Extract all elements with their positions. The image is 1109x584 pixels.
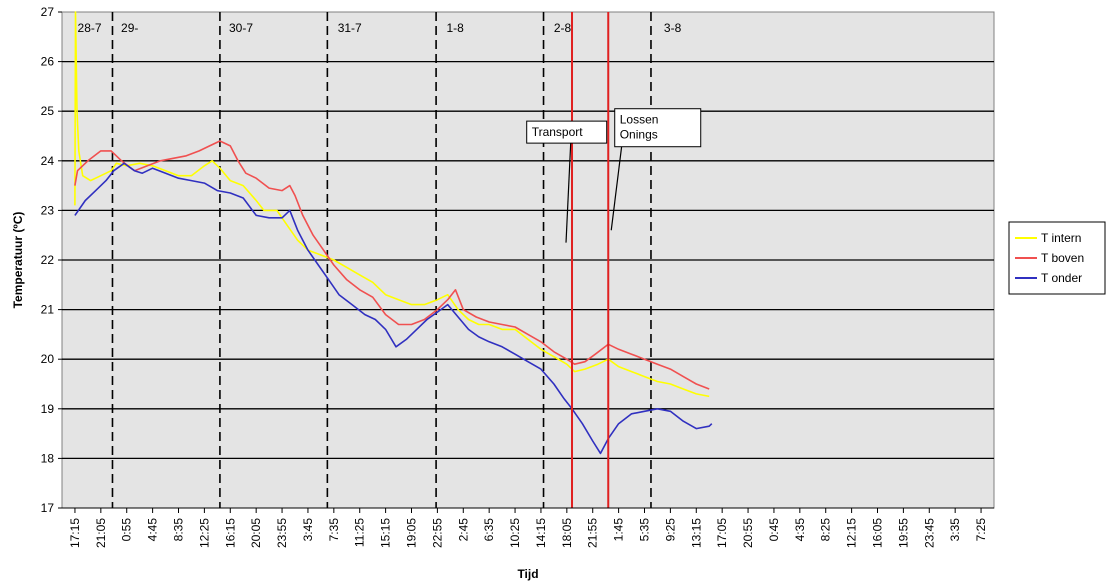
series-line-t-onder	[74, 162, 713, 455]
series-lines	[74, 11, 713, 455]
series-line-t-boven	[74, 140, 710, 390]
x-tick-label: 10:25	[508, 518, 522, 548]
annotation-leader-line	[610, 146, 623, 231]
x-tick-label: 23:45	[922, 518, 936, 548]
x-tick-label: 1:45	[612, 518, 626, 542]
x-tick-label: 3:35	[948, 518, 962, 542]
x-tick-label: 21:55	[586, 518, 600, 548]
x-tick-label: 4:35	[793, 518, 807, 542]
x-tick-label: 6:35	[482, 518, 496, 542]
x-tick-label: 12:25	[197, 518, 211, 548]
series-line-t-intern	[74, 11, 710, 398]
day-label: 30-7	[229, 21, 253, 35]
x-tick-label: 0:45	[767, 518, 781, 542]
y-tick-label: 27	[41, 5, 55, 19]
y-tick-label: 22	[41, 253, 55, 267]
y-tick-label: 21	[41, 303, 55, 317]
x-tick-label: 19:05	[405, 518, 419, 548]
y-axis-title: Temperatuur (ºC)	[11, 212, 25, 309]
x-tick-label: 4:45	[146, 518, 160, 542]
x-axis-title: Tijd	[517, 567, 538, 581]
annotation-text: Transport	[532, 125, 584, 139]
x-tick-label: 22:55	[430, 518, 444, 548]
x-tick-label: 18:05	[560, 518, 574, 548]
day-label: 29-	[121, 21, 138, 35]
x-tick-label: 17:15	[68, 518, 82, 548]
y-axis-ticks: 17 18 19 20 21 22 23 24 25 26 27	[41, 5, 62, 515]
annotation-box	[526, 120, 608, 144]
x-tick-label: 16:15	[223, 518, 237, 548]
day-label: 1-8	[446, 21, 464, 35]
x-tick-label: 8:35	[172, 518, 186, 542]
x-tick-label: 14:15	[534, 518, 548, 548]
x-tick-label: 12:15	[845, 518, 859, 548]
x-tick-label: 7:35	[327, 518, 341, 542]
x-tick-label: 21:05	[94, 518, 108, 548]
x-tick-label: 0:55	[120, 518, 134, 542]
day-boundary-lines	[111, 12, 652, 508]
legend: T intern T boven T onder	[1008, 221, 1106, 295]
x-tick-label: 3:45	[301, 518, 315, 542]
annotation-box	[614, 108, 702, 148]
y-tick-label: 26	[41, 55, 55, 69]
x-tick-label: 16:05	[871, 518, 885, 548]
y-tick-label: 24	[41, 154, 55, 168]
x-tick-label: 23:55	[275, 518, 289, 548]
x-tick-label: 20:05	[249, 518, 263, 548]
x-tick-label: 11:25	[353, 518, 367, 547]
annotation-text: Onings	[620, 128, 658, 142]
x-tick-label: 15:15	[379, 518, 393, 548]
x-tick-label: 9:25	[663, 518, 677, 542]
annotation-text: Lossen	[620, 113, 659, 127]
x-tick-label: 8:25	[819, 518, 833, 542]
y-tick-label: 18	[41, 451, 55, 465]
x-tick-label: 5:35	[638, 518, 652, 542]
x-tick-label: 2:45	[456, 518, 470, 542]
event-lines	[571, 12, 610, 508]
gridlines	[62, 60, 994, 460]
day-label: 31-7	[338, 21, 362, 35]
x-axis-ticks: 17:15 21:05 0:55 4:45 8:35 12:25 16:15 20:05 23:…	[62, 507, 994, 548]
x-tick-label: 20:55	[741, 518, 755, 548]
day-label: 3-8	[664, 21, 682, 35]
day-label: 2-8	[554, 21, 572, 35]
annotation-leader-line	[565, 143, 572, 243]
day-labels: 28-7 29- 30-7 31-7 1-8 2-8 3-8	[78, 21, 682, 35]
legend-label: T boven	[1041, 251, 1084, 265]
y-tick-label: 23	[41, 203, 55, 217]
y-tick-label: 19	[41, 402, 55, 416]
x-tick-label: 7:25	[974, 518, 988, 542]
y-tick-label: 20	[41, 352, 55, 366]
x-tick-label: 17:05	[715, 518, 729, 548]
y-tick-label: 17	[41, 501, 55, 515]
x-tick-label: 19:55	[896, 518, 910, 548]
legend-label: T onder	[1041, 271, 1082, 285]
x-tick-label: 13:15	[689, 518, 703, 548]
y-tick-label: 25	[41, 104, 55, 118]
legend-label: T intern	[1041, 231, 1081, 245]
day-label: 28-7	[78, 21, 102, 35]
